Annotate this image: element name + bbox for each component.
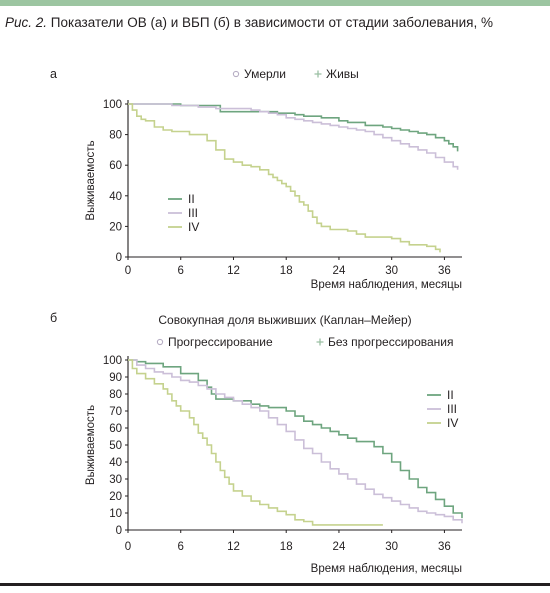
y-tick-label-a: 20	[109, 221, 122, 233]
x-tick-label-a: 18	[280, 265, 293, 277]
y-tick-label-b: 20	[109, 491, 122, 503]
legend-label-b-II: II	[447, 388, 454, 402]
legend-top-label-b-1: Без прогрессирования	[328, 335, 453, 349]
legend-label-b-III: III	[447, 402, 457, 416]
x-tick-label-b: 0	[125, 541, 131, 553]
x-tick-label-b: 30	[385, 541, 398, 553]
y-tick-label-b: 100	[103, 355, 122, 367]
panel-label-a: а	[50, 67, 57, 81]
y-tick-label-a: 40	[109, 191, 122, 203]
y-axis-title-b: Выживаемость	[85, 405, 97, 485]
x-tick-label-a: 24	[333, 265, 346, 277]
y-axis-title-a: Выживаемость	[85, 140, 97, 220]
x-tick-label-b: 6	[178, 541, 184, 553]
chart-b-svg: б Совокупная доля выживших (Каплан–Мейер)…	[50, 311, 463, 575]
panel-label-b: б	[50, 311, 57, 325]
y-tick-label-b: 50	[109, 440, 122, 452]
y-tick-label-b: 0	[116, 525, 122, 537]
legend-top-label-a-0: Умерли	[244, 67, 286, 81]
legend-label-b-IV: IV	[447, 416, 458, 430]
x-tick-label-b: 36	[438, 541, 451, 553]
figure-caption: Показатели ОВ (а) и ВБП (б) в зависимост…	[47, 15, 493, 30]
x-tick-label-a: 12	[227, 265, 240, 277]
series-line-b-III	[128, 359, 463, 524]
series-line-a-III	[128, 103, 459, 170]
legend-top-label-b-0: Прогрессирование	[168, 335, 273, 349]
x-tick-label-a: 6	[178, 265, 184, 277]
x-axis-title-b: Время наблюдения, месяцы	[311, 563, 462, 575]
y-tick-label-b: 30	[109, 474, 122, 486]
x-tick-label-b: 12	[227, 541, 240, 553]
y-tick-label-a: 100	[103, 99, 122, 111]
x-tick-label-a: 36	[438, 265, 451, 277]
series-line-b-II	[128, 359, 463, 519]
legend-label-a-III: III	[188, 206, 198, 220]
y-tick-label-b: 70	[109, 406, 122, 418]
figure-title: Рис. 2. Показатели ОВ (а) и ВБП (б) в за…	[5, 15, 493, 30]
y-tick-label-a: 80	[109, 130, 122, 142]
legend-top-label-a-1: Живы	[326, 67, 359, 81]
y-tick-label-b: 60	[109, 423, 122, 435]
bottom-rule	[0, 583, 550, 586]
legend-marker-dot-b	[156, 338, 164, 346]
chart-panel-b: б Совокупная доля выживших (Каплан–Мейер)…	[0, 310, 550, 580]
y-tick-label-a: 0	[116, 252, 122, 264]
legend-marker-dot-a	[232, 70, 240, 78]
x-axis-title-a: Время наблюдения, месяцы	[311, 279, 462, 291]
y-tick-label-b: 90	[109, 372, 122, 384]
x-tick-label-a: 0	[125, 265, 131, 277]
legend-label-a-IV: IV	[188, 220, 199, 234]
x-tick-label-a: 30	[385, 265, 398, 277]
legend-marker-plus-a	[314, 70, 322, 78]
top-rule	[0, 0, 550, 6]
figure-number: Рис. 2.	[5, 15, 48, 30]
legend-label-a-II: II	[188, 192, 195, 206]
y-tick-label-b: 10	[109, 508, 122, 520]
x-tick-label-b: 24	[333, 541, 346, 553]
chart-panel-a: а Умерли Живы 0 20 40 60 80 100 0 6 12 18 24 30 36 Выжив…	[0, 62, 550, 302]
x-tick-label-b: 18	[280, 541, 293, 553]
chart-title-b: Совокупная доля выживших (Каплан–Мейер)	[158, 313, 411, 327]
y-tick-label-b: 40	[109, 457, 122, 469]
series-line-a-IV	[128, 103, 441, 253]
series-line-b-IV	[128, 359, 383, 526]
y-tick-label-a: 60	[109, 160, 122, 172]
y-tick-label-b: 80	[109, 389, 122, 401]
legend-marker-plus-b	[316, 338, 324, 346]
series-line-a-II	[128, 103, 459, 152]
chart-a-svg: а Умерли Живы 0 20 40 60 80 100 0 6 12 18 24 30 36 Выжив…	[50, 67, 462, 291]
